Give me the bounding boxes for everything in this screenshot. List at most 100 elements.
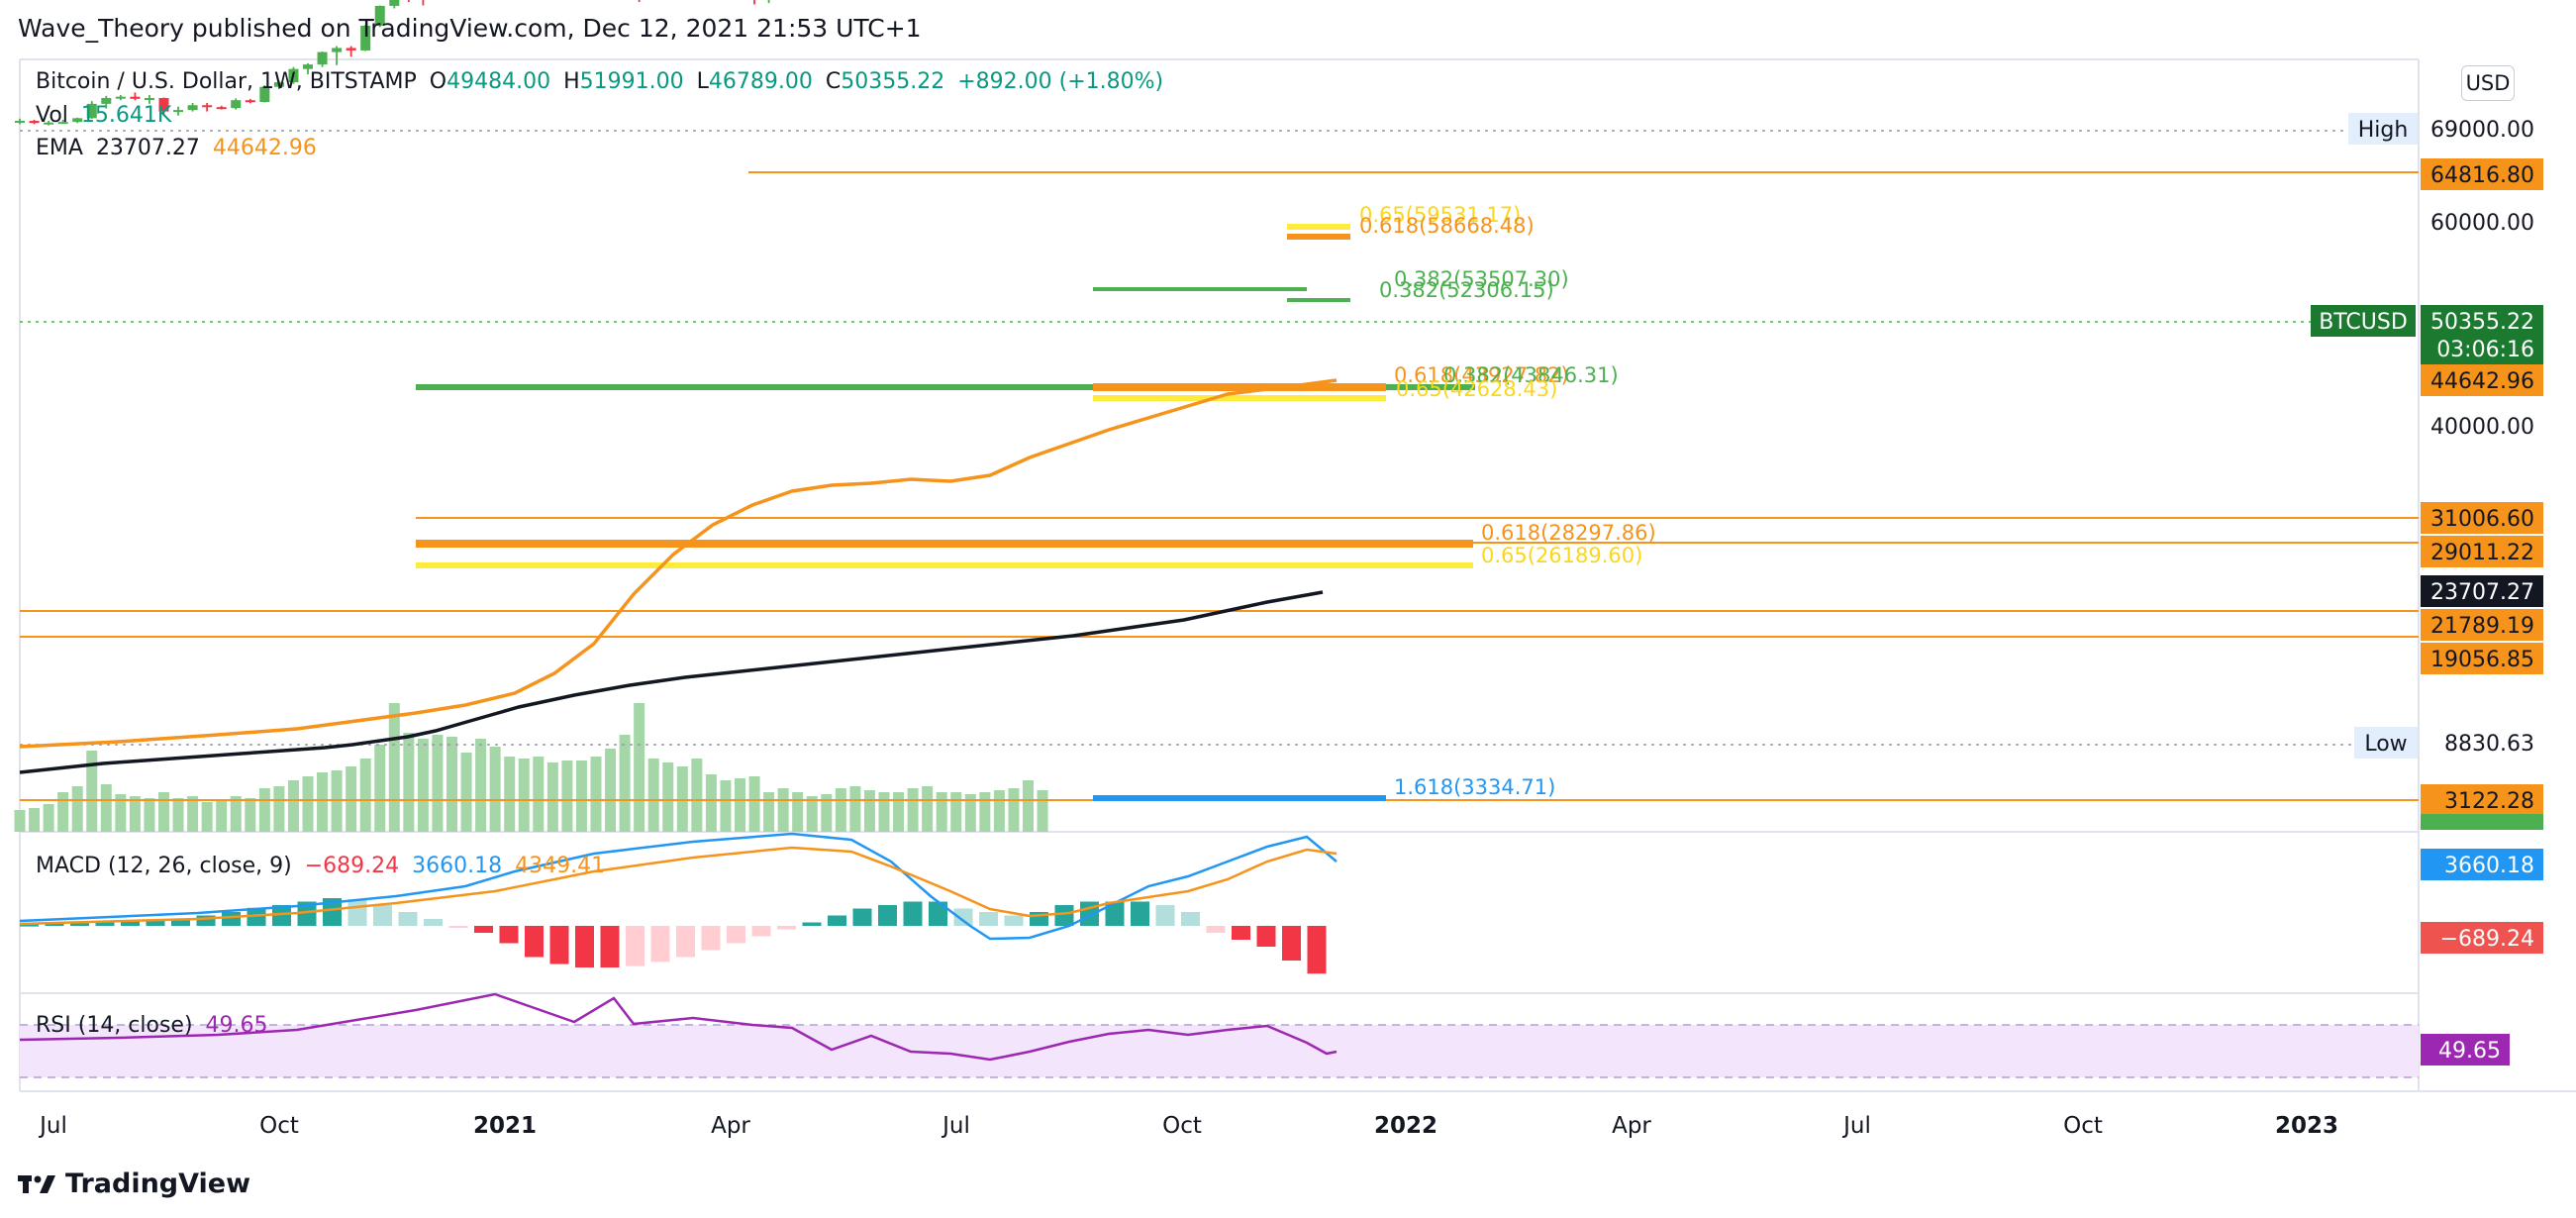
macd-histogram-bar	[549, 926, 569, 964]
ema-legend: EMA 23707.27 44642.96	[36, 136, 323, 160]
volume-bar	[936, 792, 947, 832]
macd-histogram-bar	[802, 922, 822, 926]
fib-label: 0.618(28297.86)	[1481, 521, 1656, 545]
currency-button[interactable]: USD	[2461, 65, 2515, 101]
volume-bar	[835, 788, 846, 832]
volume-bar	[561, 761, 573, 832]
candle-body	[259, 86, 270, 103]
volume-bar	[71, 786, 83, 832]
volume-bar	[317, 772, 329, 832]
time-axis-tick: Jul	[38, 1113, 67, 1139]
macd-histogram-bar	[525, 926, 544, 958]
price-axis-label: 03:06:16	[2436, 338, 2534, 362]
candle-body	[72, 118, 83, 123]
candle-body	[216, 107, 227, 110]
low-tag-bg	[2354, 727, 2418, 759]
macd-histogram-bar	[146, 919, 165, 926]
volume-bar	[849, 786, 861, 832]
rsi-legend: RSI (14, close) 49.65	[36, 1013, 274, 1038]
price-axis-label-bg	[2421, 727, 2543, 759]
candle-body	[346, 48, 356, 51]
volume-bar	[216, 800, 228, 832]
candle-body	[389, 0, 400, 6]
volume-bar	[735, 778, 745, 832]
volume-bar	[763, 792, 775, 832]
macd-histogram-bar	[1131, 901, 1149, 926]
price-axis-label: 69000.00	[2430, 118, 2534, 143]
macd-histogram-bar	[1105, 901, 1125, 926]
price-axis-label-bg	[2421, 333, 2543, 364]
rsi-axis-label-bg	[2421, 1034, 2510, 1066]
volume-bar	[86, 751, 98, 832]
candle-body	[374, 5, 385, 26]
price-axis-label-bg	[2421, 305, 2543, 337]
macd-histogram-bar	[626, 926, 644, 966]
macd-histogram-bar	[448, 926, 468, 928]
fib-label: 0.618(43927.82)	[1394, 363, 1569, 387]
volume-bar	[907, 788, 919, 832]
volume-bar	[1008, 788, 1020, 832]
time-axis-tick: Apr	[711, 1113, 750, 1139]
macd-histogram-bar	[1004, 915, 1024, 926]
volume-bar	[893, 792, 905, 832]
rsi-value: 49.65	[205, 1013, 268, 1038]
time-axis-tick: Oct	[1162, 1113, 1202, 1139]
volume-bar	[258, 788, 270, 832]
volume-bar	[115, 794, 127, 832]
fib-label: 0.618(58668.48)	[1359, 214, 1535, 238]
time-axis-tick: Apr	[1612, 1113, 1651, 1139]
volume-bar	[14, 810, 26, 832]
price-axis-label: 3122.28	[2444, 789, 2534, 814]
candle-body	[86, 103, 97, 119]
volume-bar	[806, 796, 818, 832]
volume-bar	[144, 798, 155, 832]
tradingview-logo[interactable]: TradingView	[18, 1168, 250, 1199]
macd-legend: MACD (12, 26, close, 9) −689.24 3660.18 …	[36, 854, 611, 878]
candle-body	[360, 25, 371, 51]
macd-axis-label-bg	[2421, 922, 2543, 954]
macd-histogram-bar	[650, 926, 670, 963]
high-tag-bg	[2348, 113, 2418, 145]
price-axis-label-bg	[2421, 113, 2543, 145]
macd-histogram-bar	[1181, 912, 1200, 926]
fib-label: 0.382(43846.31)	[1443, 363, 1619, 387]
volume-bar	[1037, 790, 1048, 832]
volume-bar	[575, 761, 587, 832]
volume-bar	[590, 757, 602, 832]
volume-axis-label-bg	[2421, 814, 2543, 830]
volume-bar	[489, 747, 501, 832]
macd-histogram-bar	[751, 926, 771, 937]
volume-bar	[417, 739, 429, 832]
symbol-legend: Bitcoin / U.S. Dollar, 1W, BITSTAMP OC49…	[36, 69, 1169, 94]
volume-bar	[605, 749, 617, 832]
volume-bar	[546, 762, 558, 832]
candle-body	[288, 68, 299, 83]
fib-label: 0.382(52306.15)	[1379, 278, 1554, 302]
volume-label: Vol	[36, 103, 68, 128]
volume-bar	[792, 792, 804, 832]
volume-bar	[691, 759, 703, 832]
volume-bar	[964, 794, 976, 832]
ohlc-low: L46789.00	[696, 69, 813, 94]
candle-body	[144, 97, 154, 100]
candle-body	[187, 105, 198, 111]
volume-bar	[302, 776, 314, 832]
price-axis-label-bg	[2421, 158, 2543, 190]
ticker-tag: BTCUSD	[2319, 310, 2408, 335]
candle-body	[130, 96, 141, 99]
ema-value-long: 23707.27	[95, 136, 200, 160]
symbol-title: Bitcoin / U.S. Dollar, 1W, BITSTAMP	[36, 69, 417, 94]
price-axis-label: 29011.22	[2430, 541, 2534, 565]
rsi-label: RSI (14, close)	[36, 1013, 193, 1038]
macd-histogram-bar	[297, 901, 317, 926]
fib-label: 0.65(59531.17)	[1359, 203, 1521, 227]
macd-histogram-bar	[323, 898, 342, 926]
volume-bar	[878, 792, 890, 832]
macd-histogram-bar	[95, 921, 115, 926]
volume-bar	[634, 703, 645, 832]
volume-bar	[57, 792, 69, 832]
volume-bar	[518, 759, 530, 832]
price-axis-label-bg	[2421, 609, 2543, 641]
macd-label: MACD (12, 26, close, 9)	[36, 854, 292, 878]
